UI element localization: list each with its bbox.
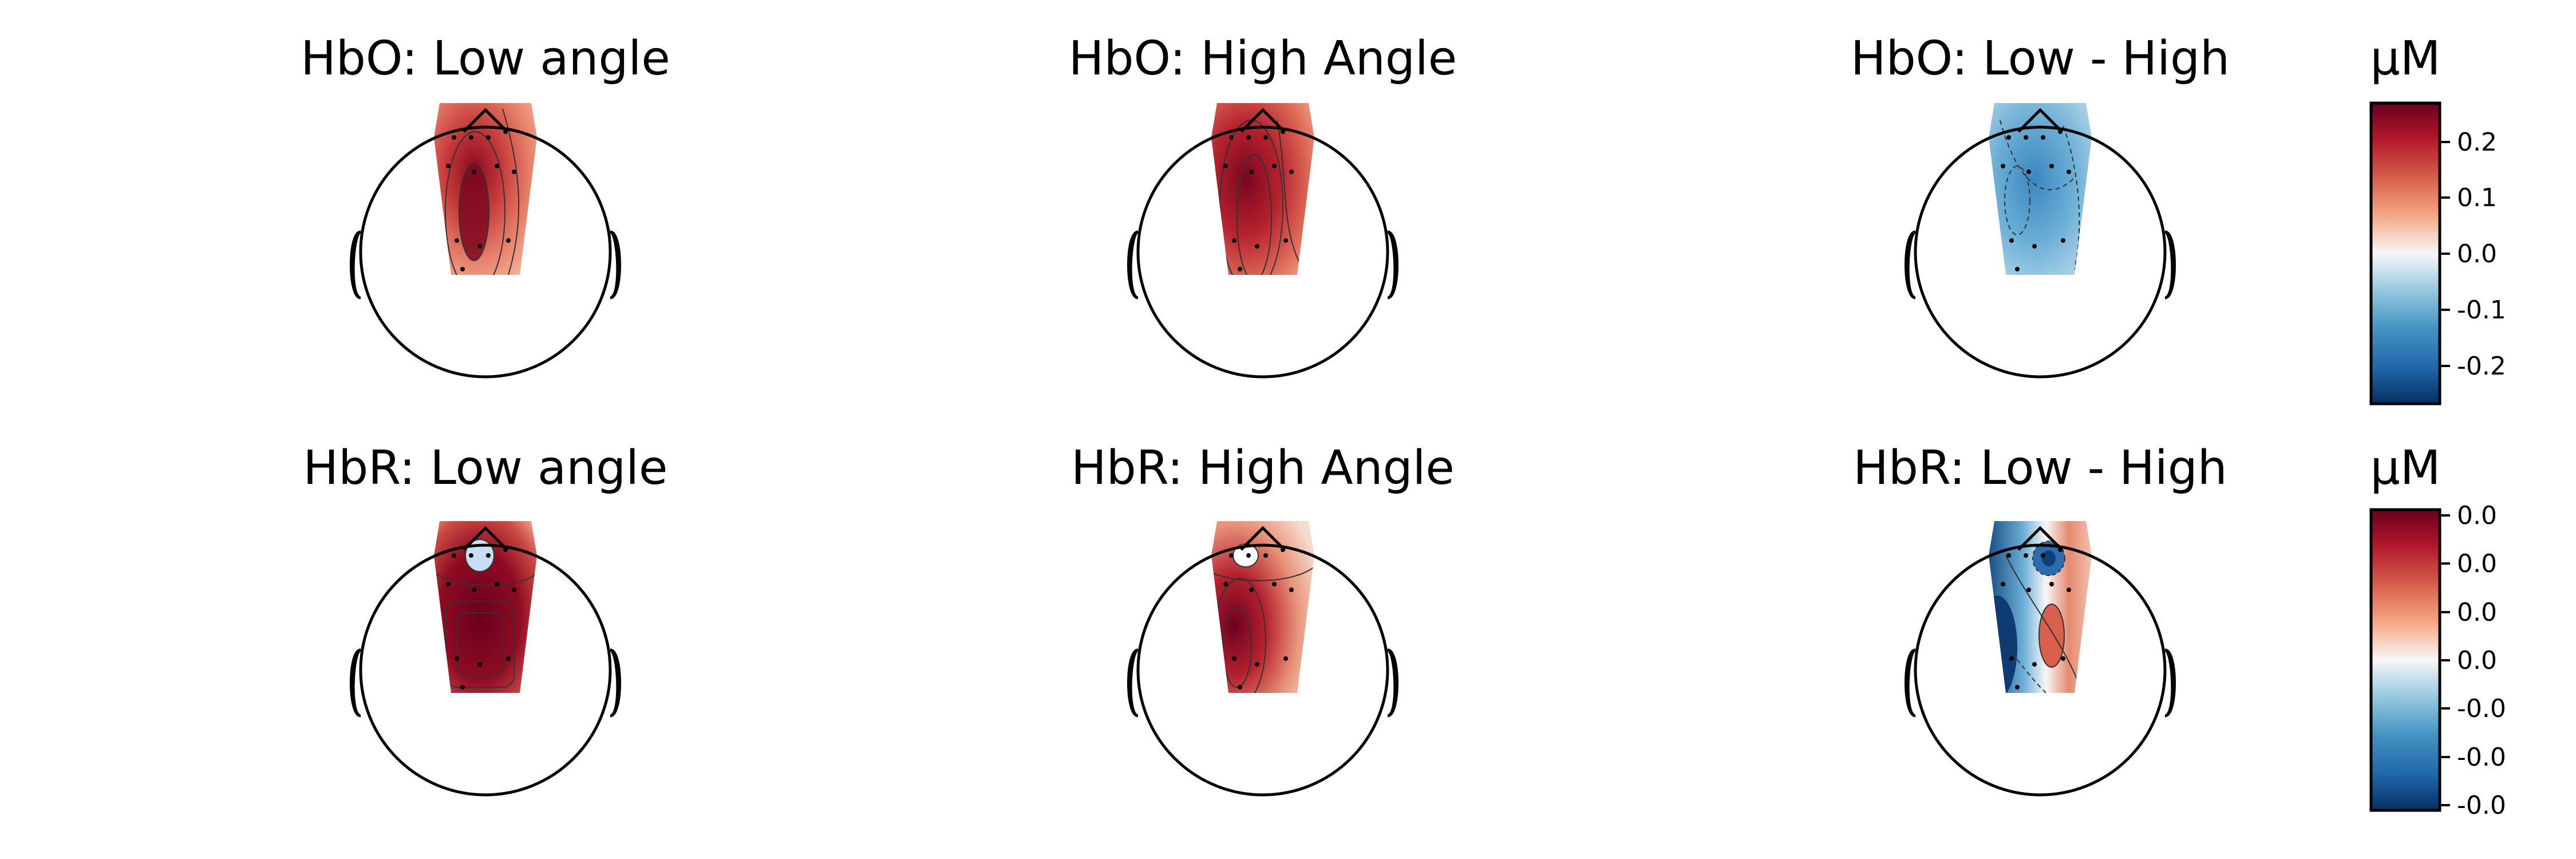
topomap-patch — [1989, 103, 2092, 275]
colorbar-tick-label: 0.0 — [2457, 549, 2497, 578]
sensor-dots — [2001, 129, 2071, 271]
panel-title-hbr-diff: HbR: Low - High — [1853, 441, 2227, 495]
sensor-dots — [1223, 129, 1294, 271]
colorbar-tick-label: 0.0 — [2457, 646, 2497, 675]
head-outline — [1127, 526, 1398, 797]
colorbar-unit-label: µM — [2370, 31, 2441, 86]
panel-hbr-high — [1127, 521, 1398, 797]
colorbar-hbo: µM 0.2 0.1 0.0 -0.1 -0.2 — [2369, 31, 2506, 405]
topomap-patch — [434, 521, 537, 693]
panel-title-hbr-high: HbR: High Angle — [1071, 441, 1455, 495]
sensor-dots — [1223, 547, 1294, 689]
panel-title-hbr-low: HbR: Low angle — [303, 441, 668, 495]
colorbar-tick-label: 0.0 — [2457, 501, 2497, 530]
panel-hbr-low — [350, 521, 621, 797]
panel-title-hbo-high: HbO: High Angle — [1069, 31, 1457, 86]
panel-hbo-high — [1127, 103, 1398, 379]
colorbar-unit-label: µM — [2370, 441, 2441, 495]
colorbar-gradient — [2369, 101, 2441, 405]
colorbar-tick-label: 0.2 — [2457, 128, 2497, 157]
sensor-dots — [446, 547, 516, 689]
topomap-patch — [1989, 521, 2092, 693]
head-outline — [1905, 108, 2176, 379]
colorbar-gradient — [2369, 508, 2441, 812]
head-outline — [350, 526, 621, 797]
head-outline — [350, 108, 621, 379]
colorbar-tick-label: 0.1 — [2457, 183, 2497, 212]
colorbar-hbr: µM 0.0 0.0 0.0 0.0 -0.0 -0.0 -0.0 — [2369, 441, 2506, 820]
colorbar-tick-label: -0.0 — [2457, 743, 2506, 772]
panel-hbr-diff — [1905, 521, 2176, 797]
colorbar-tick-label: -0.0 — [2457, 694, 2506, 723]
panel-title-hbo-diff: HbO: Low - High — [1851, 31, 2230, 86]
colorbar-tick-label: -0.1 — [2457, 295, 2506, 325]
colorbar-tick-label: -0.0 — [2457, 791, 2506, 820]
colorbar-tick-label: 0.0 — [2457, 598, 2497, 627]
panel-hbo-low — [350, 103, 621, 379]
panel-title-hbo-low: HbO: Low angle — [301, 31, 670, 86]
colorbar-tick-label: 0.0 — [2457, 239, 2497, 269]
panel-hbo-diff — [1905, 103, 2176, 379]
head-outline — [1905, 526, 2176, 797]
colorbar-tick-label: -0.2 — [2457, 352, 2506, 381]
head-outline — [1127, 108, 1398, 379]
sensor-dots — [2001, 547, 2071, 689]
